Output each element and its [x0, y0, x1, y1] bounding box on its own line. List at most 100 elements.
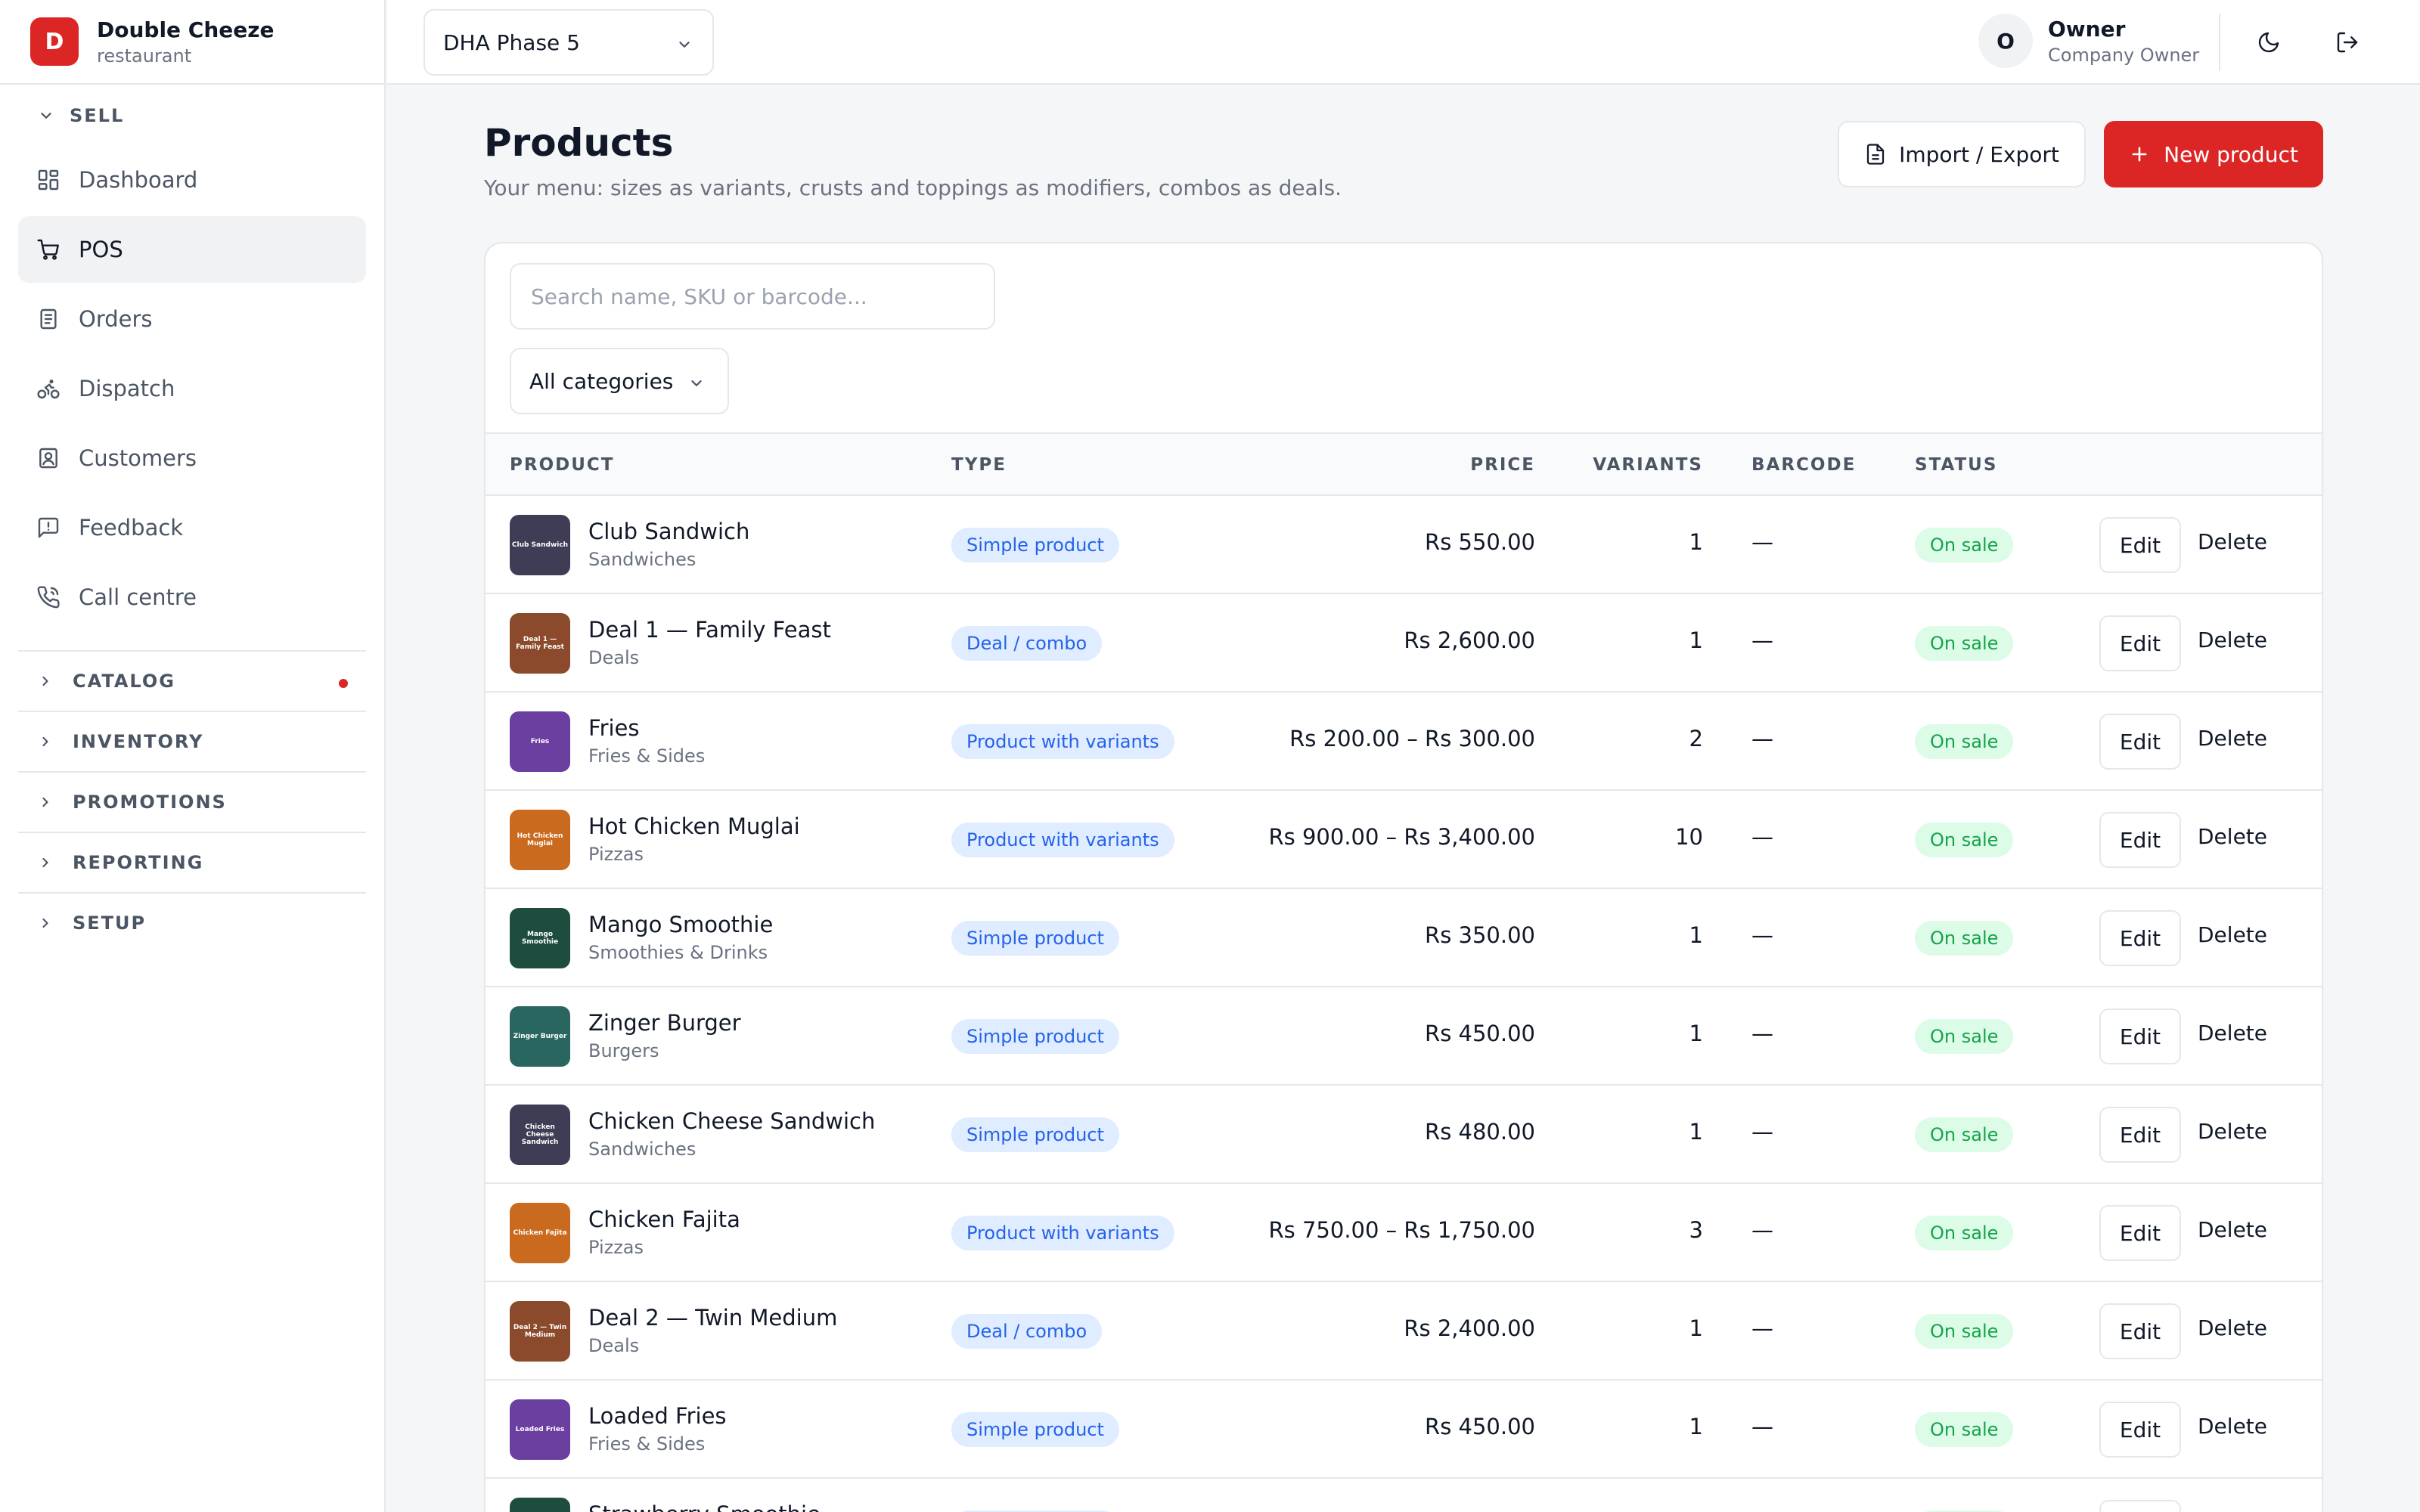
sidebar-nav: SELL Dashboard POS Orders Dispatch Custo… — [0, 85, 384, 953]
product-name[interactable]: Deal 2 — Twin Medium — [588, 1305, 838, 1331]
chevron-right-icon — [42, 797, 48, 807]
table-row[interactable]: Zinger Burger Zinger Burger Burgers Simp… — [486, 987, 2322, 1086]
product-barcode: — — [1751, 922, 1773, 948]
sidebar-group-catalog[interactable]: CATALOG — [18, 650, 366, 711]
sidebar-item-dashboard[interactable]: Dashboard — [18, 147, 366, 213]
products-card: All categories PRODUCT TYPE PRICE VARIAN… — [484, 242, 2323, 1512]
sidebar-item-pos[interactable]: POS — [18, 216, 366, 283]
sidebar-group-inventory[interactable]: INVENTORY — [18, 711, 366, 771]
edit-button[interactable]: Edit — [2099, 714, 2181, 770]
chevron-down-icon — [679, 42, 690, 48]
delete-button[interactable]: Delete — [2198, 1021, 2267, 1046]
product-barcode: — — [1751, 627, 1773, 653]
sidebar-item-label: Feedback — [79, 515, 184, 541]
sidebar-item-dispatch[interactable]: Dispatch — [18, 355, 366, 422]
table-header: PRODUCT TYPE PRICE VARIANTS BARCODE STAT… — [486, 432, 2322, 496]
new-product-button[interactable]: New product — [2104, 121, 2323, 187]
new-product-label: New product — [2164, 141, 2298, 167]
edit-button[interactable]: Edit — [2099, 812, 2181, 868]
avatar: O — [1978, 14, 2033, 68]
column-header-variants[interactable]: VARIANTS — [1593, 455, 1703, 475]
delete-button[interactable]: Delete — [2198, 1119, 2267, 1144]
edit-button[interactable]: Edit — [2099, 1402, 2181, 1458]
edit-button[interactable]: Edit — [2099, 1009, 2181, 1064]
product-name[interactable]: Fries — [588, 715, 640, 741]
table-row[interactable]: Club Sandwich Club Sandwich Sandwiches S… — [486, 496, 2322, 594]
import-export-label: Import / Export — [1899, 141, 2059, 167]
chevron-down-icon — [691, 380, 702, 386]
delete-button[interactable]: Delete — [2198, 627, 2267, 652]
edit-button[interactable]: Edit — [2099, 1107, 2181, 1163]
thumbnail-text: Loaded Fries — [515, 1426, 565, 1433]
column-header-type[interactable]: TYPE — [951, 455, 1007, 475]
table-row[interactable]: Strawberry Smoothie Strawberry Smoothie … — [486, 1479, 2322, 1512]
product-name[interactable]: Deal 1 — Family Feast — [588, 617, 831, 643]
sidebar-group-setup[interactable]: SETUP — [18, 892, 366, 953]
table-row[interactable]: Chicken Fajita Chicken Fajita Pizzas Pro… — [486, 1184, 2322, 1282]
variant-count: 2 — [1689, 726, 1703, 751]
category-select[interactable]: All categories — [510, 348, 729, 414]
product-thumbnail: Hot Chicken Muglai — [510, 810, 570, 870]
sidebar-item-customers[interactable]: Customers — [18, 425, 366, 491]
table-row[interactable]: Loaded Fries Loaded Fries Fries & Sides … — [486, 1380, 2322, 1479]
table-row[interactable]: Fries Fries Fries & Sides Product with v… — [486, 692, 2322, 791]
product-name[interactable]: Loaded Fries — [588, 1403, 727, 1429]
product-barcode: — — [1751, 1119, 1773, 1145]
status-badge: On sale — [1915, 724, 2014, 759]
edit-button[interactable]: Edit — [2099, 1500, 2181, 1512]
sidebar-item-orders[interactable]: Orders — [18, 286, 366, 352]
table-row[interactable]: Hot Chicken Muglai Hot Chicken Muglai Pi… — [486, 791, 2322, 889]
sidebar-item-feedback[interactable]: Feedback — [18, 494, 366, 561]
type-badge: Simple product — [951, 921, 1119, 956]
sidebar-group-promotions[interactable]: PROMOTIONS — [18, 771, 366, 832]
delete-button[interactable]: Delete — [2198, 1315, 2267, 1340]
delete-button[interactable]: Delete — [2198, 726, 2267, 751]
type-badge: Deal / combo — [951, 1314, 1103, 1349]
table-row[interactable]: Deal 1 — Family Feast Deal 1 — Family Fe… — [486, 594, 2322, 692]
sell-section-label: SELL — [70, 105, 125, 126]
product-name[interactable]: Zinger Burger — [588, 1010, 741, 1036]
product-name[interactable]: Chicken Cheese Sandwich — [588, 1108, 876, 1134]
delete-button[interactable]: Delete — [2198, 824, 2267, 849]
product-name[interactable]: Club Sandwich — [588, 519, 750, 544]
sidebar-group-reporting[interactable]: REPORTING — [18, 832, 366, 892]
user-menu[interactable]: O Owner Company Owner — [1978, 14, 2199, 68]
table-row[interactable]: Deal 2 — Twin Medium Deal 2 — Twin Mediu… — [486, 1282, 2322, 1380]
thumbnail-text: Deal 1 — Family Feast — [516, 636, 564, 651]
edit-button[interactable]: Edit — [2099, 1303, 2181, 1359]
sidebar-item-label: Dispatch — [79, 376, 175, 401]
type-badge: Simple product — [951, 1019, 1119, 1054]
branch-select[interactable]: DHA Phase 5 — [424, 9, 714, 76]
brand[interactable]: D Double Cheeze restaurant — [0, 0, 384, 85]
edit-button[interactable]: Edit — [2099, 615, 2181, 671]
product-name[interactable]: Hot Chicken Muglai — [588, 813, 800, 839]
sell-section-toggle[interactable]: SELL — [18, 85, 366, 147]
delete-button[interactable]: Delete — [2198, 922, 2267, 947]
table-row[interactable]: Chicken Cheese Sandwich Chicken Cheese S… — [486, 1086, 2322, 1184]
chevron-down-icon — [41, 113, 51, 119]
delete-button[interactable]: Delete — [2198, 1217, 2267, 1242]
brand-subtitle: restaurant — [97, 45, 192, 67]
product-name[interactable]: Strawberry Smoothie — [588, 1501, 821, 1512]
sidebar-group-label: PROMOTIONS — [73, 792, 227, 813]
type-badge: Simple product — [951, 528, 1119, 562]
edit-button[interactable]: Edit — [2099, 1205, 2181, 1261]
import-export-button[interactable]: Import / Export — [1838, 121, 2086, 187]
column-header-product[interactable]: PRODUCT — [510, 455, 615, 475]
edit-button[interactable]: Edit — [2099, 910, 2181, 966]
search-input[interactable] — [510, 263, 995, 330]
column-header-price[interactable]: PRICE — [1470, 455, 1535, 475]
product-name[interactable]: Mango Smoothie — [588, 912, 774, 937]
delete-button[interactable]: Delete — [2198, 529, 2267, 554]
sidebar-group-label: REPORTING — [73, 852, 204, 873]
edit-button[interactable]: Edit — [2099, 517, 2181, 573]
delete-button[interactable]: Delete — [2198, 1414, 2267, 1439]
theme-toggle-button[interactable] — [2242, 15, 2296, 70]
product-name[interactable]: Chicken Fajita — [588, 1207, 740, 1232]
logout-button[interactable] — [2320, 15, 2375, 70]
column-header-barcode[interactable]: BARCODE — [1751, 455, 1857, 475]
chevron-right-icon — [42, 736, 48, 747]
column-header-status[interactable]: STATUS — [1915, 455, 1998, 475]
sidebar-item-call-centre[interactable]: Call centre — [18, 564, 366, 631]
table-row[interactable]: Mango Smoothie Mango Smoothie Smoothies … — [486, 889, 2322, 987]
